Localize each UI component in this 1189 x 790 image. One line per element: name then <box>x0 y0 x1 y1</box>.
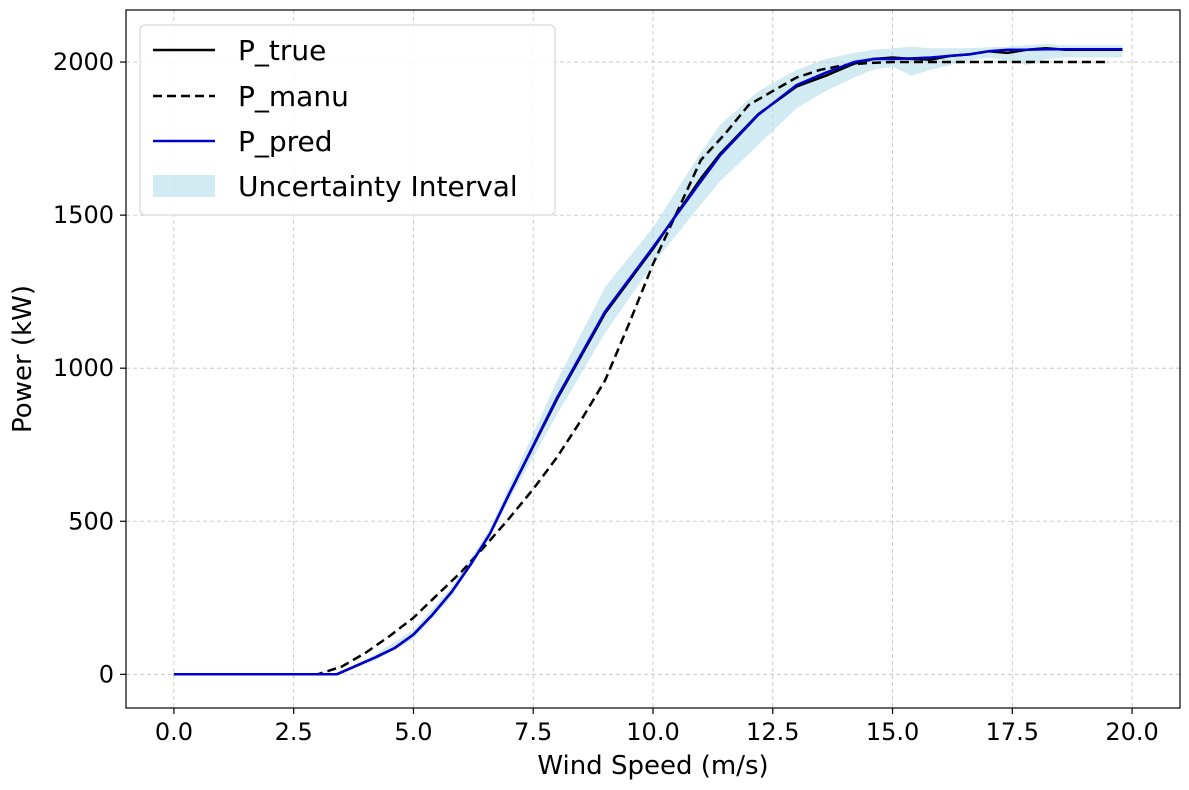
y-axis-title: Power (kW) <box>8 285 38 433</box>
series-line-p-pred <box>173 47 1123 676</box>
x-tick-label: 20.0 <box>1105 718 1158 746</box>
legend-box <box>139 24 556 216</box>
legend-label-p-manu: P_manu <box>238 80 349 113</box>
x-tick-label: 0.0 <box>155 718 193 746</box>
x-tick-label: 10.0 <box>626 718 679 746</box>
x-tick-label: 15.0 <box>866 718 919 746</box>
y-tick-label: 500 <box>68 507 114 535</box>
y-tick-label: 1000 <box>53 354 114 382</box>
x-tick-label: 7.5 <box>514 718 552 746</box>
legend: P_true P_manu P_pred Uncertainty Interva… <box>139 24 556 216</box>
legend-label-p-true: P_true <box>238 34 326 67</box>
series-lines-layer <box>173 47 1123 676</box>
legend-label-p-pred: P_pred <box>238 125 333 158</box>
x-tick-label: 12.5 <box>746 718 799 746</box>
y-tick-label: 2000 <box>53 48 114 76</box>
x-tick-label: 17.5 <box>986 718 1039 746</box>
legend-label-uncertainty: Uncertainty Interval <box>238 170 518 203</box>
y-axis-ticks: 0 500 1000 1500 2000 <box>53 48 126 688</box>
x-axis-title: Wind Speed (m/s) <box>537 751 768 781</box>
x-axis-ticks: 0.0 2.5 5.0 7.5 10.0 12.5 15.0 17.5 20.0 <box>155 708 1159 746</box>
y-tick-label: 0 <box>99 660 114 688</box>
x-tick-label: 2.5 <box>275 718 313 746</box>
x-tick-label: 5.0 <box>394 718 432 746</box>
y-tick-label: 1500 <box>53 201 114 229</box>
legend-swatch-uncertainty <box>153 175 215 197</box>
series-line-p-manu <box>173 60 1109 676</box>
